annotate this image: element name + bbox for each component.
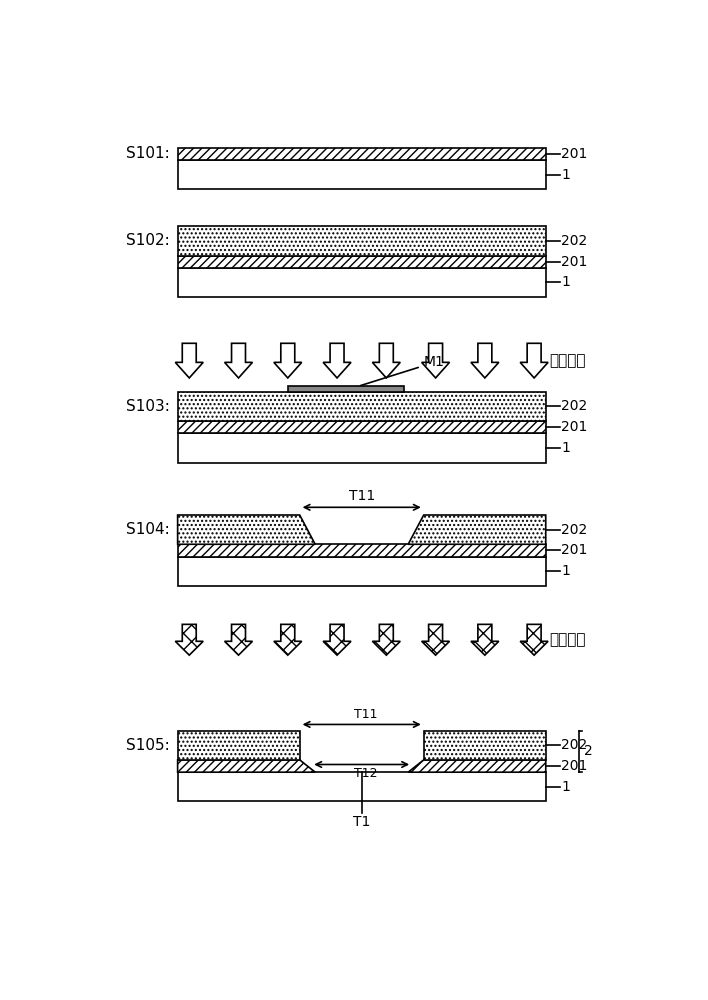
Polygon shape — [323, 624, 351, 655]
Text: 201: 201 — [561, 255, 588, 269]
Text: 201: 201 — [561, 420, 588, 434]
Polygon shape — [178, 731, 299, 760]
Text: T12: T12 — [354, 767, 377, 780]
Text: 201: 201 — [561, 543, 588, 557]
Text: T11: T11 — [354, 708, 377, 721]
Polygon shape — [176, 624, 203, 655]
Polygon shape — [520, 343, 548, 378]
Text: 曝光工艺: 曝光工艺 — [549, 353, 586, 368]
Text: M1: M1 — [360, 355, 445, 386]
Text: 202: 202 — [561, 523, 588, 537]
Polygon shape — [422, 343, 450, 378]
Text: 201: 201 — [561, 759, 588, 773]
Polygon shape — [409, 760, 546, 772]
Bar — [178, 433, 546, 463]
Text: 202: 202 — [561, 234, 588, 248]
Polygon shape — [520, 624, 548, 655]
Polygon shape — [422, 624, 450, 655]
Text: 刻蚀工艺: 刻蚀工艺 — [549, 632, 586, 647]
Polygon shape — [471, 343, 499, 378]
Polygon shape — [176, 343, 203, 378]
Bar — [178, 148, 546, 160]
Text: 1: 1 — [561, 168, 570, 182]
Polygon shape — [409, 515, 546, 544]
Text: 1: 1 — [561, 441, 570, 455]
Text: 1: 1 — [561, 275, 570, 289]
Text: S103:: S103: — [126, 399, 170, 414]
Text: 201: 201 — [561, 147, 588, 161]
Bar — [178, 392, 546, 421]
Text: T1: T1 — [353, 815, 370, 829]
Bar — [178, 268, 546, 297]
Bar — [178, 256, 546, 268]
Text: 1: 1 — [561, 564, 570, 578]
Polygon shape — [224, 343, 253, 378]
Text: 2: 2 — [583, 744, 593, 758]
Bar — [178, 544, 546, 557]
Bar — [288, 386, 404, 392]
Bar — [178, 772, 546, 801]
Text: S105:: S105: — [126, 738, 170, 753]
Polygon shape — [178, 760, 315, 772]
Polygon shape — [274, 624, 302, 655]
Text: 202: 202 — [561, 399, 588, 413]
Text: 202: 202 — [561, 738, 588, 752]
Text: S104:: S104: — [126, 522, 170, 537]
Text: S101:: S101: — [126, 146, 170, 161]
Polygon shape — [224, 624, 253, 655]
Bar — [178, 160, 546, 189]
Polygon shape — [372, 343, 400, 378]
Text: T11: T11 — [348, 489, 375, 503]
Polygon shape — [471, 624, 499, 655]
Bar — [178, 557, 546, 586]
Polygon shape — [274, 343, 302, 378]
Polygon shape — [178, 515, 315, 544]
Polygon shape — [372, 624, 400, 655]
Polygon shape — [323, 343, 351, 378]
Polygon shape — [423, 731, 546, 760]
Text: S102:: S102: — [126, 233, 170, 248]
Text: 1: 1 — [561, 780, 570, 794]
Bar — [178, 421, 546, 433]
Bar — [178, 226, 546, 256]
